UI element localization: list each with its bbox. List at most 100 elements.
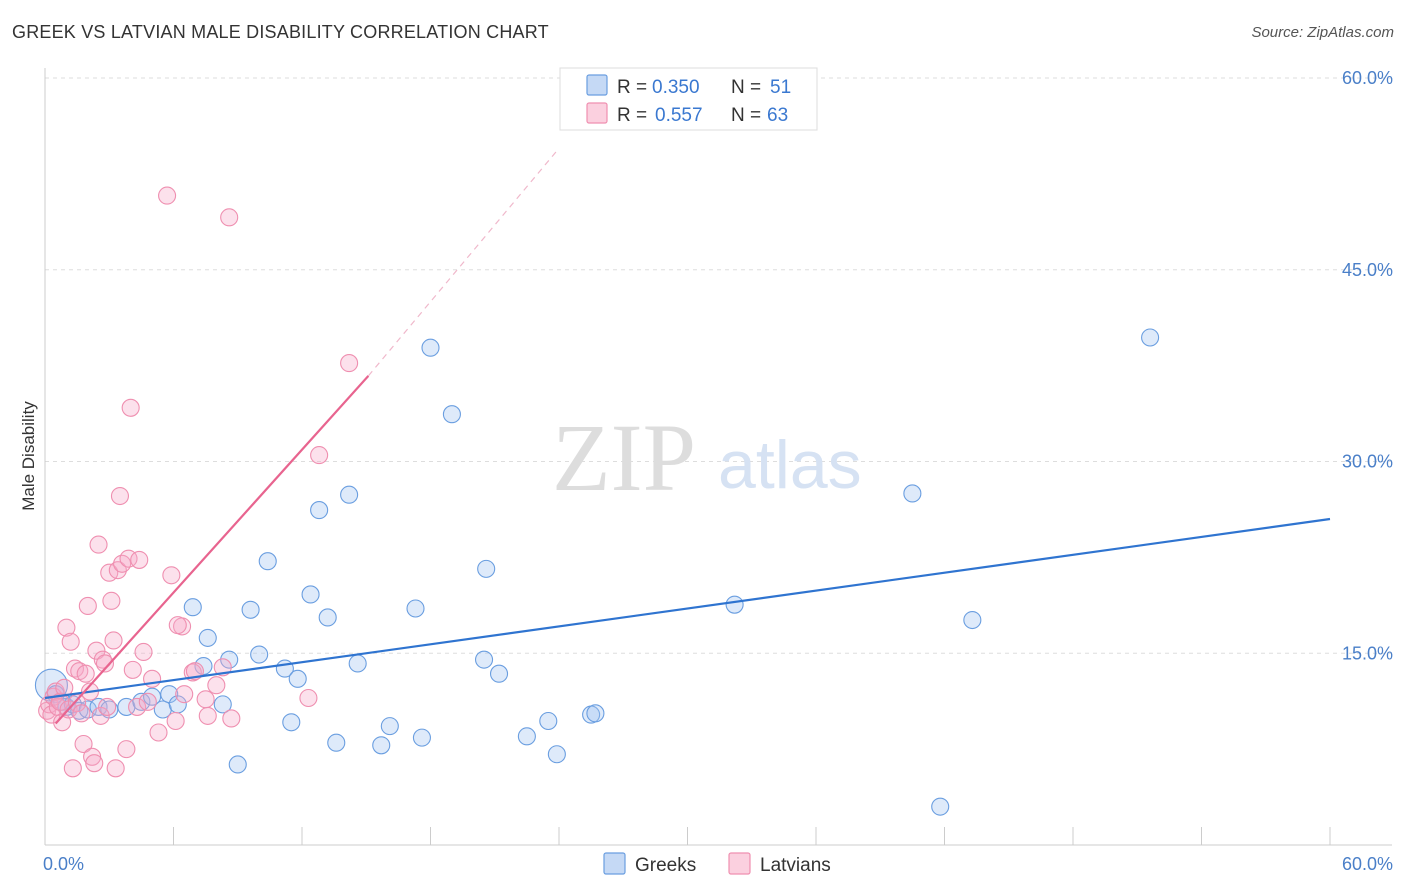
latvians-point-58 [220,208,239,227]
greeks-point-46 [586,704,605,723]
latvians-point-62 [117,740,136,759]
tick-labels: 15.0% 30.0% 45.0% 60.0% 0.0% 60.0% [43,68,1393,874]
greeks-point-15 [183,598,202,617]
grid-lines [45,77,1392,654]
latvians-point-40 [130,550,149,569]
latvians-point-53 [196,690,215,709]
greeks-point-47 [725,595,744,614]
latvians-point-55 [207,676,226,695]
greeks-point-26 [288,669,307,688]
latvians-point-17 [74,734,93,754]
greeks-point-51 [1141,328,1160,347]
greeks-point-20 [228,755,247,774]
latvians-point-34 [110,486,130,506]
legend-bottom-greeks: Greeks [635,855,696,876]
trend-lines [44,147,1331,725]
greeks-point-37 [421,338,440,357]
latvians-point-61 [340,354,359,373]
latvians-point-25 [91,706,110,725]
legend-greeks-n-label: N = [731,77,761,98]
latvians-point-30 [102,591,121,610]
latvians-point-31 [104,631,123,650]
legend-latvians-r-label: R = [617,105,647,126]
greeks-point-44 [547,745,566,764]
legend-top: R = 0.350 N = 51 R = 0.557 N = 63 [559,67,818,131]
latvians-trend-line [54,375,370,725]
latvians-point-50 [175,685,194,704]
legend-latvians-n-label: N = [731,105,761,126]
greeks-point-23 [258,552,277,571]
greeks-point-40 [477,559,496,578]
greeks-point-39 [474,650,494,669]
latvians-point-18 [76,664,95,683]
latvians-point-38 [123,660,142,679]
greeks-point-41 [489,664,509,683]
x-tick-label-0: 0.0% [43,854,84,874]
latvians-point-16 [72,704,91,723]
watermark-atlas: atlas [718,427,862,503]
latvians-point-52 [185,662,204,681]
latvians-point-44 [149,723,168,742]
greeks-point-32 [348,654,367,673]
latvians-trend-extension [367,147,560,377]
legend-greeks-r-value: 0.350 [652,77,700,98]
legend-latvians-n-value: 63 [767,105,788,126]
greeks-point-16 [194,656,213,676]
latvians-point-47 [166,711,185,731]
greeks-point-17 [198,628,217,647]
legend-latvians-r-value: 0.557 [655,105,703,126]
legend-swatch-greeks [586,74,608,96]
legend-bottom-swatch-greeks [603,852,626,875]
latvians-point-37 [121,398,140,417]
legend-bottom-swatch-latvians [728,852,751,875]
legend-greeks-n-value: 51 [770,77,791,98]
latvians-point-23 [87,641,106,660]
latvians-point-45 [158,186,177,205]
greeks-point-25 [282,713,301,732]
axes [44,68,1392,846]
watermark-zip: ZIP [552,404,696,511]
y-tick-label-0: 15.0% [1342,643,1393,663]
latvians-point-28 [98,697,117,716]
latvians-point-59 [299,688,318,708]
greeks-point-50 [963,610,982,630]
greeks-point-28 [310,501,329,520]
greeks-trend-line [44,517,1331,700]
data-points [34,186,1160,816]
greeks-point-38 [442,405,461,424]
greeks-point-48 [903,484,922,503]
latvians-point-41 [134,642,153,662]
x-tick-label-1: 60.0% [1342,854,1393,874]
latvians-point-42 [138,692,157,711]
y-tick-label-3: 60.0% [1342,68,1393,88]
legend-swatch-latvians [586,102,608,124]
latvians-point-11 [61,632,80,651]
greeks-point-33 [372,736,391,755]
greeks-point-42 [517,727,536,746]
greeks-point-35 [406,599,425,618]
latvians-point-60 [310,446,329,465]
greeks-point-30 [327,733,346,752]
latvians-point-24 [89,535,108,554]
latvians-point-49 [168,616,187,635]
latvians-point-9 [57,618,76,637]
greeks-point-36 [412,728,431,747]
latvians-point-57 [222,709,241,728]
greeks-point-31 [340,485,359,504]
y-tick-label-1: 30.0% [1342,452,1393,472]
watermark: ZIP atlas [552,404,862,511]
latvians-point-12 [63,759,82,778]
latvians-point-27 [95,654,115,673]
latvians-point-39 [128,697,147,716]
greeks-point-18 [213,695,232,714]
greeks-point-22 [250,645,269,664]
chart-title: GREEK VS LATVIAN MALE DISABILITY CORRELA… [12,22,549,42]
greeks-point-29 [318,608,337,627]
latvians-point-19 [78,596,97,616]
latvians-point-46 [162,566,181,585]
latvians-point-32 [106,759,125,778]
greeks-point-19 [220,650,239,669]
latvians-point-54 [198,706,217,725]
legend-bottom: Greeks Latvians [603,852,831,876]
greeks-point-21 [241,600,260,619]
